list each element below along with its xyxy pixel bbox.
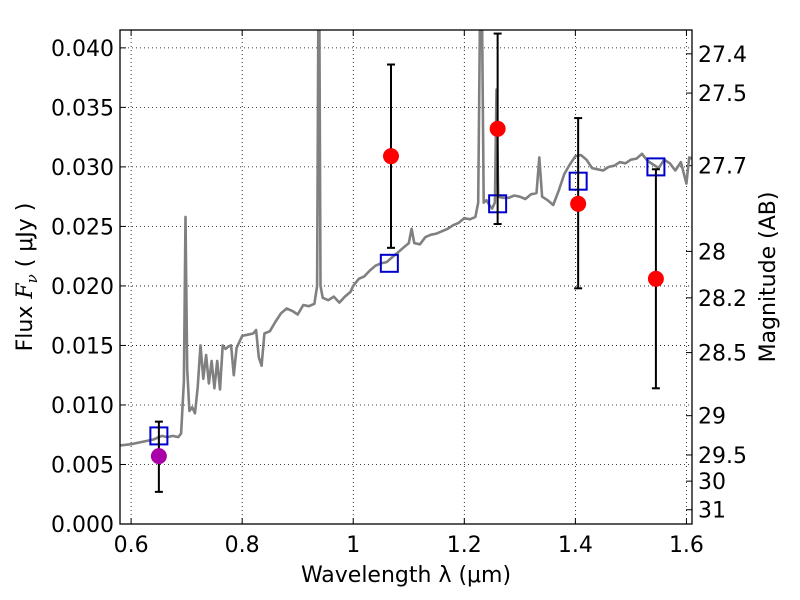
y-tick-label: 0.015	[51, 334, 114, 359]
y2-tick-label: 28.5	[698, 342, 747, 367]
observed-flux-point	[150, 448, 167, 465]
observed-flux-point	[489, 120, 506, 137]
y-tick-label: 0.010	[51, 394, 114, 419]
model-photometry-square	[379, 253, 399, 273]
y-tick-label: 0.035	[51, 96, 114, 121]
observed-flux-point	[647, 270, 664, 287]
y-tick-label: 0.030	[51, 156, 114, 181]
plot-area	[120, 30, 692, 493]
y-tick-label: 0.040	[51, 37, 114, 62]
y-axis-title-var: F	[13, 283, 38, 300]
y2-tick-label: 27.4	[698, 43, 747, 68]
y-axis-title-unit: ( μJy )	[13, 203, 38, 275]
x-tick-label: 0.6	[114, 533, 149, 558]
y-tick-label: 0.020	[51, 275, 114, 300]
y2-tick-label: 30	[698, 470, 726, 495]
x-tick-label: 1	[346, 533, 360, 558]
observed-flux-point	[383, 148, 400, 165]
x-tick-label: 1.4	[558, 533, 593, 558]
observed-flux-point	[570, 195, 587, 212]
y2-tick-label: 29.5	[698, 444, 747, 469]
y-axis-title-prefix: Flux	[13, 299, 38, 352]
y-tick-label: 0.025	[51, 215, 114, 240]
y2-tick-label: 27.7	[698, 155, 747, 180]
x-tick-label: 1.6	[669, 533, 704, 558]
plot-frame	[119, 29, 693, 525]
x-ticks: 0.6 0.8 1 1.2 1.4 1.6	[114, 30, 704, 558]
y2-tick-label: 28	[698, 240, 726, 265]
y2-ticks: 27.4 27.5 27.7 28 28.2 28.5 29 29.530 31	[686, 43, 747, 524]
x-tick-label: 1.2	[447, 533, 482, 558]
y-ticks: 0.000 0.005 0.010 0.015 0.020 0.025 0.030 0.035…	[51, 37, 126, 538]
y2-axis-title: Magnitude (AB)	[756, 192, 781, 363]
y2-tick-label: 29	[698, 405, 726, 430]
spectrum-line	[120, 30, 692, 447]
y-axis-title: Flux Fν ( μJy )	[13, 203, 41, 352]
y-tick-label: 0.005	[51, 453, 114, 478]
x-tick-label: 0.8	[225, 533, 260, 558]
x-axis-title: Wavelength λ (μm)	[301, 563, 511, 588]
y2-tick-label: 28.2	[698, 287, 747, 312]
y2-tick-label: 31	[698, 499, 726, 524]
y2-tick-label: 27.5	[698, 82, 747, 107]
y-axis-title-sub: ν	[23, 274, 41, 283]
y-tick-label: 0.000	[51, 513, 114, 538]
